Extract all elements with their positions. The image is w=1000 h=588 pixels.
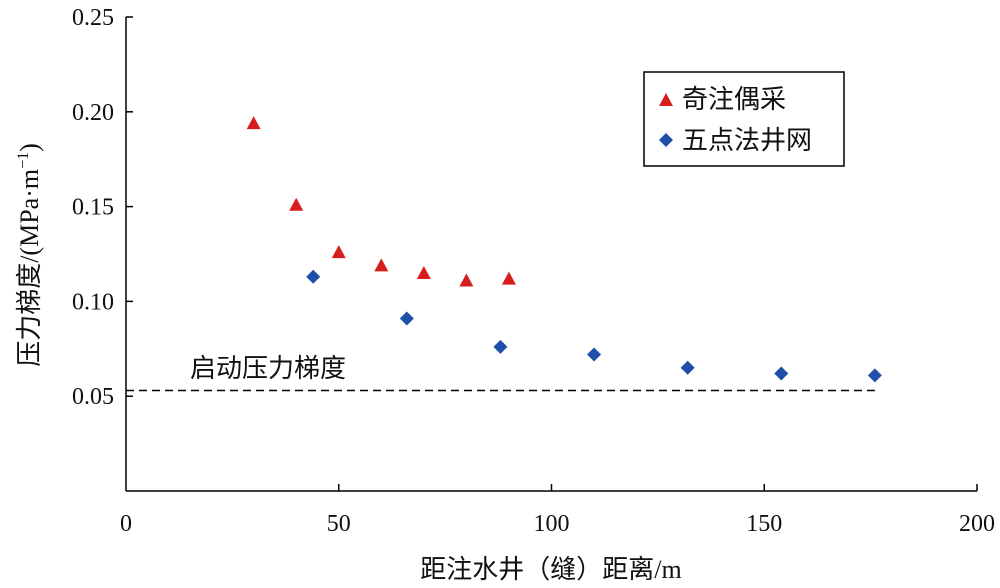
reference-line-label: 启动压力梯度 (190, 354, 346, 383)
triangle-point (331, 245, 346, 259)
data-points (246, 116, 882, 383)
y-tick-label: 0.25 (72, 5, 114, 31)
diamond-point (493, 339, 508, 354)
y-tick-label: 0.15 (72, 195, 114, 221)
ticks: 0 50 100 150 200 0.05 0.10 0.15 0.20 0.25 (72, 5, 995, 537)
triangle-point (416, 265, 431, 279)
diamond-point (774, 366, 789, 381)
y-axis-label: 压力梯度/(MPa·m−1) (15, 143, 44, 367)
legend-diamond-icon (659, 133, 673, 147)
x-tick-label: 0 (120, 511, 132, 537)
y-tick-label: 0.10 (72, 289, 114, 315)
diamond-point (306, 269, 321, 284)
legend-triangle-icon (659, 93, 673, 106)
diamond-point (587, 347, 602, 362)
triangle-point (289, 197, 304, 211)
legend: 奇注偶采 五点法井网 (643, 71, 845, 167)
axes (125, 17, 977, 492)
x-tick-label: 50 (327, 511, 351, 537)
legend-label-series-1: 奇注偶采 (682, 85, 786, 114)
y-tick-label: 0.05 (72, 384, 114, 410)
legend-label-series-2: 五点法井网 (682, 126, 812, 155)
x-tick-label: 200 (959, 511, 995, 537)
y-tick-label: 0.20 (72, 100, 114, 126)
diamond-point (399, 311, 414, 326)
x-axis-label: 距注水井（缝）距离/m (420, 555, 681, 584)
diamond-point (867, 368, 882, 383)
triangle-point (501, 271, 516, 285)
triangle-point (246, 116, 261, 130)
y-axis-label-superscript: −1 (15, 152, 32, 169)
diamond-point (680, 360, 695, 375)
y-axis-label-close: ) (15, 143, 44, 152)
x-tick-label: 100 (534, 511, 570, 537)
triangle-point (459, 273, 474, 287)
y-axis-label-main: 压力梯度/(MPa·m (15, 169, 44, 367)
x-tick-label: 150 (746, 511, 782, 537)
legend-box (643, 71, 845, 167)
triangle-point (374, 258, 389, 272)
